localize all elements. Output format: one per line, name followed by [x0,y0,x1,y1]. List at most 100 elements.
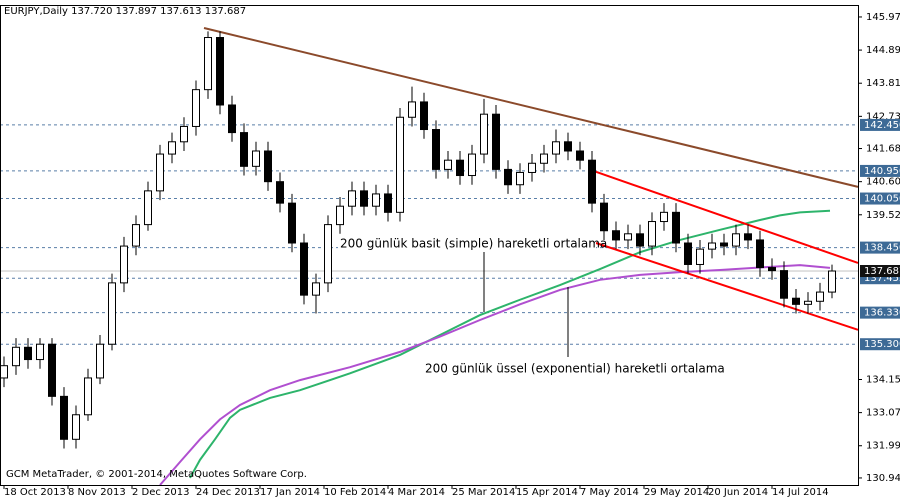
candle-body [396,116,404,213]
lines [159,27,859,486]
candle-body [528,162,536,173]
header: EURJPY,Daily 137.720 137.897 137.613 137… [4,6,246,17]
candle-body [480,113,488,155]
candle-body [96,343,104,379]
level-box [860,306,900,319]
y-tick-label: 133.070 [866,408,900,419]
level-label: 140.950 [864,166,900,177]
y-tick-label: 143.810 [866,78,900,89]
x-tick-label: 17 Jan 2014 [260,487,320,498]
candle-body [504,168,512,186]
candles [0,31,836,449]
y-tick-label: 140.600 [866,177,900,188]
candle-body [216,37,224,106]
candle-body [384,193,392,213]
moving-average [159,264,831,486]
candle-body [804,300,812,305]
candle-body [828,270,836,293]
candle-body [372,193,380,207]
candle-body [816,291,824,302]
level-label: 136.330 [864,308,900,319]
candle-body [564,141,572,152]
y-tick-label: 144.890 [866,45,900,56]
level-box [860,192,900,205]
candle-body [720,242,728,247]
annotation: 200 günlük basit (simple) hareketli orta… [340,237,607,251]
y-tick-label: 142.730 [866,111,900,122]
candle-body [120,245,128,284]
y-tick-label: 139.520 [866,210,900,221]
level-label: 137.452 [864,273,900,284]
trendline [595,170,859,264]
level-label: 140.050 [864,194,900,205]
candle-body [768,267,776,272]
y-tick-label: 141.680 [866,144,900,155]
level-label: 142.450 [864,120,900,131]
x-tick-label: 29 May 2014 [644,487,709,498]
footer: GCM MetaTrader, © 2001-2014, MetaQuotes … [6,469,307,480]
candle-body [312,282,320,296]
candle-body [48,343,56,397]
x-tick-label: 2 Dec 2013 [132,487,190,498]
candle-body [780,270,788,299]
candle-body [72,414,80,440]
candle-body [60,395,68,440]
x-tick-label: 25 Mar 2014 [452,487,515,498]
candle-body [660,211,668,223]
candle-body [108,282,116,345]
annotation: 200 günlük üssel (exponential) hareketli… [425,362,725,376]
candle-body [744,233,752,241]
candle-body [348,190,356,207]
y-tick-label: 131.990 [866,441,900,452]
candle-body [132,224,140,247]
candle-body [252,150,260,167]
candle-body [612,230,620,241]
level-box [860,118,900,131]
candle-body [468,153,476,177]
x-tick-label: 18 Oct 2013 [4,487,66,498]
candle-body [36,343,44,361]
candle-body [240,132,248,167]
candle-body [84,377,92,416]
x-tick-label: 7 May 2014 [580,487,639,498]
candle-body [324,224,332,284]
x-tick-label: 14 Jul 2014 [772,487,829,498]
candle-body [552,141,560,155]
x-tick-label: 10 Feb 2014 [324,487,386,498]
candle-body [288,202,296,244]
candle-body [204,37,212,91]
level-box [860,241,900,254]
y-tick-label: 130.940 [866,473,900,484]
candle-body [144,190,152,226]
candle-body [636,233,644,247]
candle-body [444,159,452,170]
candle-body [276,181,284,204]
candle-body [792,297,800,305]
x-tick-label: 15 Apr 2014 [516,487,578,498]
candle-body [732,233,740,247]
candle-body [300,242,308,296]
candle-body [180,125,188,143]
candle-body [408,101,416,118]
plot-frame [0,5,859,486]
candle-body [576,150,584,161]
candle-body [540,153,548,164]
level-label: 138.450 [864,243,900,254]
candle-body [516,171,524,186]
candle-body [672,211,680,244]
candle-body [156,153,164,192]
candle-body [264,150,272,183]
candle-body [492,113,500,170]
candle-body [336,205,344,226]
candle-body [432,129,440,170]
candle-body [168,141,176,155]
x-tick-label: 20 Jun 2014 [708,487,768,498]
candle-body [588,159,596,204]
axes: 145.970 144.890 143.810 142.730 141.680 140.6… [3,12,900,498]
trendline [203,27,859,188]
level-box [860,338,900,351]
candle-body [696,248,704,265]
candle-body [624,233,632,241]
y-tick-label: 145.970 [866,12,900,23]
